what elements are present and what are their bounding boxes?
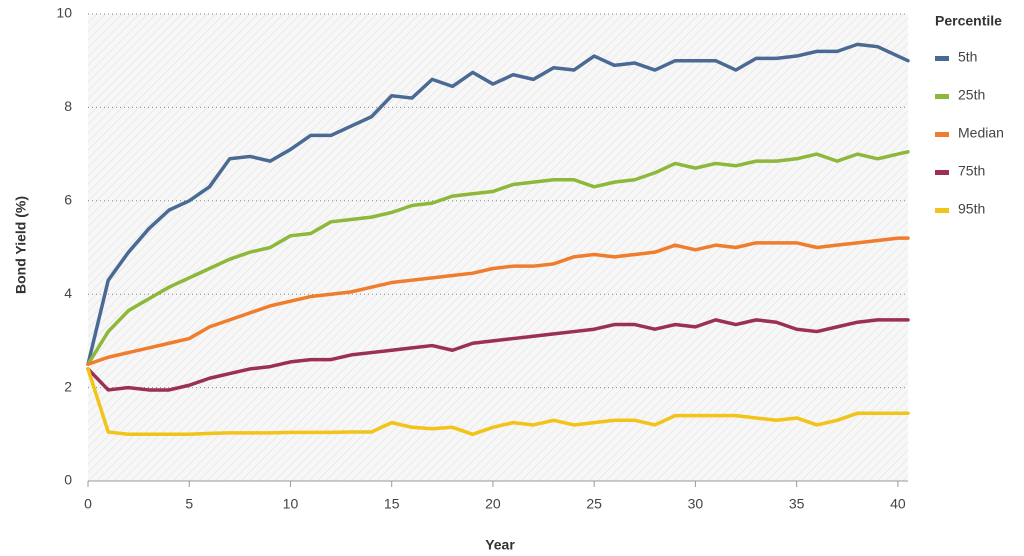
- x-tick-label: 10: [283, 496, 299, 512]
- line-series: [86, 367, 910, 437]
- legend-label: 25th: [958, 87, 985, 103]
- legend-swatch: [935, 208, 949, 213]
- y-tick-label: 6: [64, 192, 72, 208]
- x-tick-label: 0: [84, 496, 92, 512]
- plot-background: [88, 14, 908, 481]
- y-tick-label: 2: [64, 378, 72, 394]
- y-tick-label: 8: [64, 98, 72, 114]
- x-tick-label: 35: [789, 496, 805, 512]
- legend-label: 5th: [958, 49, 977, 65]
- x-tick-label: 25: [586, 496, 602, 512]
- y-tick-label: 4: [64, 285, 72, 301]
- x-tick-label: 5: [185, 496, 193, 512]
- legend-swatch: [935, 132, 949, 137]
- legend-label: 75th: [958, 163, 985, 179]
- legend-swatch: [935, 94, 949, 99]
- line-series: [86, 150, 910, 366]
- legend-swatch: [935, 170, 949, 175]
- y-tick-label: 10: [56, 5, 72, 21]
- line-series: [86, 42, 910, 366]
- x-tick-label: 15: [384, 496, 400, 512]
- legend-title: Percentile: [935, 13, 1002, 29]
- x-axis-label: Year: [485, 537, 515, 553]
- legend-label: 95th: [958, 201, 985, 217]
- legend-label: Median: [958, 125, 1004, 141]
- x-tick-label: 30: [688, 496, 704, 512]
- x-tick-label: 40: [890, 496, 906, 512]
- legend-swatch: [935, 56, 949, 61]
- y-axis-label: Bond Yield (%): [13, 196, 29, 294]
- line-series: [86, 318, 910, 392]
- line-series: [86, 236, 910, 366]
- y-tick-label: 0: [64, 472, 72, 488]
- x-tick-label: 20: [485, 496, 501, 512]
